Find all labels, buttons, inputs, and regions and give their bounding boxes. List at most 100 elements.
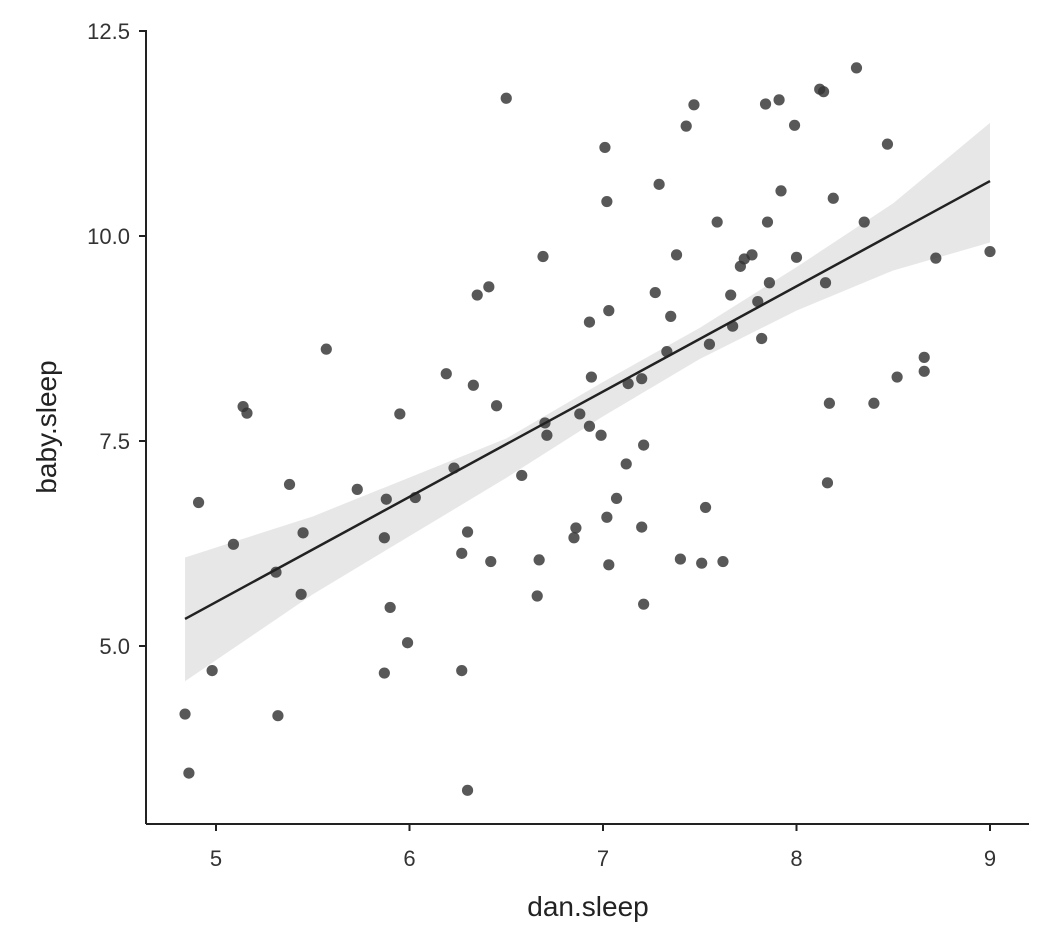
data-point-65 <box>680 120 692 132</box>
x-tick-label-6: 6 <box>403 846 415 871</box>
data-point-76 <box>746 249 758 261</box>
data-point-99 <box>930 252 942 264</box>
data-point-18 <box>384 601 396 614</box>
data-point-55 <box>636 373 648 385</box>
x-tick-label-8: 8 <box>790 846 802 871</box>
data-point-43 <box>583 316 596 328</box>
data-point-63 <box>670 249 683 261</box>
data-point-100 <box>984 245 996 258</box>
data-point-44 <box>583 420 596 432</box>
data-point-79 <box>759 98 772 110</box>
data-point-71 <box>717 555 729 568</box>
data-point-49 <box>601 195 613 208</box>
data-point-29 <box>471 289 483 301</box>
data-point-69 <box>703 338 716 350</box>
data-point-15 <box>378 667 390 679</box>
data-point-4 <box>206 665 218 677</box>
data-point-26 <box>461 784 474 796</box>
data-point-57 <box>638 598 650 610</box>
data-point-2 <box>183 767 195 779</box>
x-axis-title: dan.sleep <box>527 891 648 922</box>
data-point-53 <box>620 458 632 470</box>
data-point-10 <box>283 478 296 491</box>
data-point-67 <box>696 557 708 569</box>
data-point-41 <box>570 522 582 534</box>
data-point-39 <box>541 429 553 441</box>
data-point-70 <box>711 216 723 228</box>
data-point-48 <box>601 511 613 523</box>
x-tick-label-9: 9 <box>984 846 996 871</box>
data-point-93 <box>858 216 870 228</box>
data-points-layer <box>179 62 996 796</box>
data-point-32 <box>490 400 503 412</box>
regression-line-layer <box>184 179 991 621</box>
data-point-59 <box>649 286 661 299</box>
data-point-22 <box>440 368 452 380</box>
data-point-42 <box>574 408 586 420</box>
data-point-50 <box>603 305 615 317</box>
data-point-85 <box>790 251 803 263</box>
data-point-62 <box>665 310 677 322</box>
data-point-83 <box>775 185 787 197</box>
data-point-11 <box>295 588 307 600</box>
data-point-9 <box>272 710 284 722</box>
data-point-72 <box>725 289 737 301</box>
data-point-37 <box>537 250 549 263</box>
data-point-90 <box>823 397 835 409</box>
data-point-20 <box>401 637 414 649</box>
data-point-19 <box>394 408 406 420</box>
data-point-88 <box>819 277 832 289</box>
data-point-25 <box>456 547 468 559</box>
y-tick-label-10: 10.0 <box>87 224 130 249</box>
data-point-24 <box>456 665 468 677</box>
y-tick-label-7.5: 7.5 <box>99 429 130 454</box>
data-point-84 <box>788 119 801 131</box>
data-point-87 <box>817 86 830 98</box>
regression-line <box>184 179 991 621</box>
data-point-95 <box>881 138 894 150</box>
y-axis-title: baby.sleep <box>31 360 62 493</box>
data-point-30 <box>483 281 495 293</box>
data-point-5 <box>227 538 240 550</box>
data-point-81 <box>763 277 776 289</box>
data-point-78 <box>756 332 768 345</box>
data-point-33 <box>500 92 512 104</box>
data-point-45 <box>585 371 597 383</box>
data-point-52 <box>610 492 623 504</box>
data-point-91 <box>827 192 839 204</box>
data-point-35 <box>531 590 543 602</box>
data-point-27 <box>461 526 474 538</box>
data-point-60 <box>653 178 665 190</box>
data-point-3 <box>192 496 205 509</box>
data-point-31 <box>485 555 497 568</box>
data-point-12 <box>297 527 309 539</box>
data-point-66 <box>688 99 700 111</box>
data-point-92 <box>850 62 863 74</box>
data-point-94 <box>868 397 880 409</box>
data-point-58 <box>638 439 650 451</box>
data-point-1 <box>179 708 191 720</box>
data-point-14 <box>351 483 363 495</box>
data-point-64 <box>674 553 687 565</box>
x-ticks: 5 6 7 8 9 <box>210 824 996 871</box>
data-point-28 <box>467 379 479 391</box>
data-point-68 <box>699 501 712 514</box>
data-point-40 <box>568 532 580 544</box>
x-tick-label-7: 7 <box>597 846 609 871</box>
data-point-77 <box>752 296 764 308</box>
data-point-47 <box>599 141 611 154</box>
axes-layer <box>145 30 1029 825</box>
data-point-36 <box>533 554 545 566</box>
data-point-89 <box>821 477 834 489</box>
x-tick-label-5: 5 <box>210 846 222 871</box>
data-point-16 <box>378 532 390 544</box>
y-tick-label-5: 5.0 <box>99 634 130 659</box>
data-point-13 <box>320 343 332 355</box>
y-ticks: 5.0 7.5 10.0 12.5 <box>87 19 146 659</box>
data-point-96 <box>891 371 903 383</box>
data-point-80 <box>761 216 774 228</box>
data-point-56 <box>636 521 648 533</box>
data-point-8 <box>270 566 282 578</box>
y-tick-label-12.5: 12.5 <box>87 19 130 44</box>
